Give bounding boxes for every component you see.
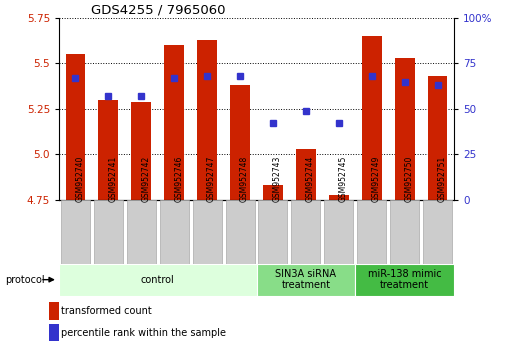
Bar: [329, 195, 349, 200]
FancyBboxPatch shape: [423, 200, 452, 264]
FancyBboxPatch shape: [355, 264, 454, 296]
FancyBboxPatch shape: [127, 200, 156, 264]
Bar: [428, 76, 447, 200]
Bar: [131, 102, 151, 200]
Bar: [197, 40, 217, 200]
FancyBboxPatch shape: [59, 264, 256, 296]
FancyBboxPatch shape: [259, 200, 287, 264]
Text: GSM952747: GSM952747: [207, 155, 216, 202]
Text: GSM952745: GSM952745: [339, 155, 348, 202]
Bar: [230, 85, 250, 200]
Bar: [296, 149, 315, 200]
Text: protocol: protocol: [5, 275, 45, 285]
Text: control: control: [141, 275, 174, 285]
FancyBboxPatch shape: [193, 200, 222, 264]
FancyBboxPatch shape: [357, 200, 386, 264]
Bar: [362, 36, 382, 200]
FancyBboxPatch shape: [61, 200, 90, 264]
Bar: [66, 54, 85, 200]
FancyBboxPatch shape: [324, 200, 353, 264]
Bar: [98, 100, 118, 200]
Text: GSM952750: GSM952750: [405, 155, 413, 202]
Text: GSM952741: GSM952741: [108, 156, 117, 202]
FancyBboxPatch shape: [256, 264, 355, 296]
Text: GSM952749: GSM952749: [372, 155, 381, 202]
Text: GSM952751: GSM952751: [438, 156, 446, 202]
Text: miR-138 mimic
treatment: miR-138 mimic treatment: [368, 269, 442, 291]
Text: GSM952748: GSM952748: [240, 156, 249, 202]
Bar: [49, 324, 59, 342]
Bar: [394, 58, 415, 200]
Bar: [164, 45, 184, 200]
Bar: [49, 302, 59, 320]
Text: transformed count: transformed count: [61, 306, 151, 316]
FancyBboxPatch shape: [94, 200, 123, 264]
Text: GSM952743: GSM952743: [273, 155, 282, 202]
FancyBboxPatch shape: [160, 200, 189, 264]
Text: SIN3A siRNA
treatment: SIN3A siRNA treatment: [275, 269, 337, 291]
FancyBboxPatch shape: [226, 200, 254, 264]
Text: GDS4255 / 7965060: GDS4255 / 7965060: [91, 4, 225, 17]
FancyBboxPatch shape: [390, 200, 419, 264]
FancyBboxPatch shape: [291, 200, 320, 264]
Bar: [263, 185, 283, 200]
Text: GSM952742: GSM952742: [141, 156, 150, 202]
Text: percentile rank within the sample: percentile rank within the sample: [61, 328, 226, 338]
Text: GSM952744: GSM952744: [306, 155, 315, 202]
Text: GSM952746: GSM952746: [174, 155, 183, 202]
Text: GSM952740: GSM952740: [75, 155, 85, 202]
